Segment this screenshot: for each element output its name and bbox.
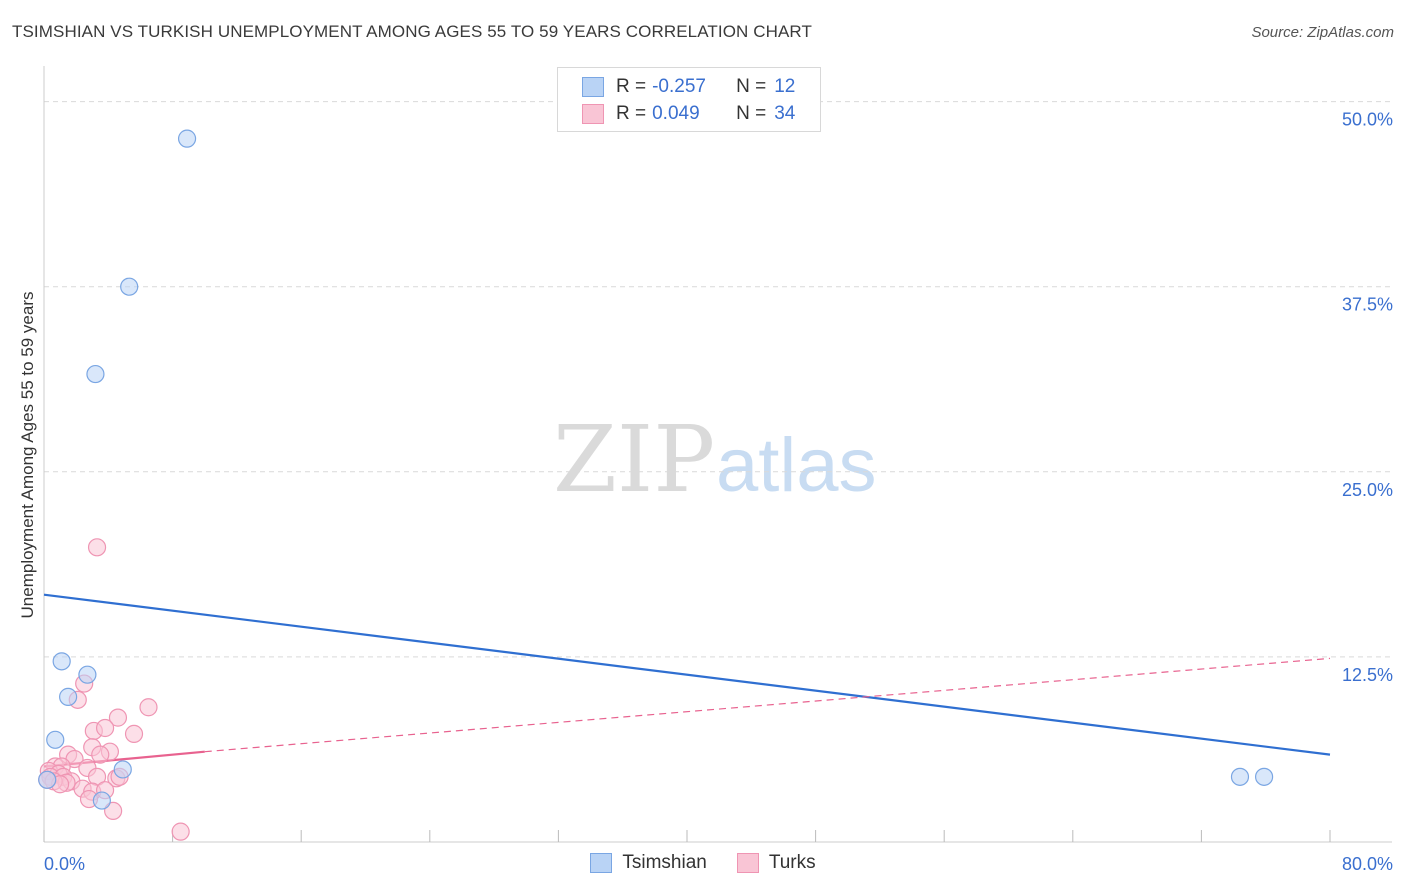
point-tsimshian — [1230, 767, 1250, 786]
chart-title: TSIMSHIAN VS TURKISH UNEMPLOYMENT AMONG … — [12, 22, 812, 41]
legend-n-label: N = — [736, 76, 767, 97]
y-tick-label: 50.0% — [1342, 110, 1393, 130]
legend-r-value: -0.257 — [652, 76, 706, 97]
series-name: Turks — [768, 852, 816, 873]
point-turks — [139, 698, 158, 717]
point-tsimshian — [120, 277, 139, 296]
y-tick-label: 25.0% — [1342, 480, 1393, 500]
point-tsimshian — [46, 730, 65, 749]
gridlines — [44, 101, 1392, 658]
point-tsimshian — [86, 364, 105, 384]
point-tsimshian — [78, 665, 97, 684]
source-label: Source: ZipAtlas.com — [1251, 24, 1394, 41]
y-tick-label: 37.5% — [1342, 295, 1393, 315]
point-turks — [87, 538, 107, 557]
trend-lines — [43, 593, 1331, 768]
point-tsimshian — [113, 760, 132, 779]
correlation-legend: R = -0.257 N = 12 R = 0.049 N = 34 — [557, 67, 821, 132]
trend-line-tsimshian — [43, 593, 1331, 756]
series-name: Tsimshian — [622, 852, 707, 873]
point-turks — [171, 822, 190, 841]
legend-swatch-turks — [582, 104, 604, 124]
point-turks — [108, 708, 128, 727]
point-turks — [95, 718, 115, 738]
legend-swatch-tsimshian — [582, 77, 604, 97]
legend-row-tsimshian: R = -0.257 N = 12 — [582, 74, 795, 100]
series-swatch-tsimshian — [590, 853, 613, 873]
legend-r-label: R = — [616, 103, 647, 124]
series-legend-tsimshian: Tsimshian — [590, 852, 707, 874]
legend-r-value: 0.049 — [652, 103, 700, 124]
point-turks — [104, 801, 123, 821]
point-tsimshian — [92, 791, 111, 810]
point-tsimshian — [59, 687, 78, 706]
data-points — [38, 129, 1274, 841]
x-tick-label: 0.0% — [44, 854, 85, 874]
series-legend-turks: Turks — [736, 852, 816, 874]
legend-r-label: R = — [616, 76, 647, 97]
axes — [43, 66, 1392, 843]
point-tsimshian — [38, 770, 57, 789]
point-tsimshian — [1254, 767, 1274, 786]
legend-n-value: 12 — [774, 76, 796, 97]
legend-n-label: N = — [736, 103, 767, 124]
point-turks — [124, 724, 144, 744]
point-turks — [91, 745, 110, 764]
point-tsimshian — [52, 652, 71, 671]
series-legend: Tsimshian Turks — [0, 852, 1406, 874]
trend-line-turks-extrapolated — [204, 657, 1331, 753]
legend-row-turks: R = 0.049 N = 34 — [582, 101, 795, 127]
series-swatch-turks — [736, 853, 759, 873]
point-tsimshian — [177, 129, 197, 148]
tick-labels: 12.5% 25.0% 37.5% 50.0% 0.0% 80.0% — [44, 110, 1393, 874]
watermark-zip: ZIP — [553, 406, 715, 513]
watermark-atlas: atlas — [716, 423, 877, 508]
x-tick-label: 80.0% — [1342, 854, 1393, 874]
y-tick-label: 12.5% — [1342, 665, 1393, 685]
legend-n-value: 34 — [774, 103, 796, 124]
